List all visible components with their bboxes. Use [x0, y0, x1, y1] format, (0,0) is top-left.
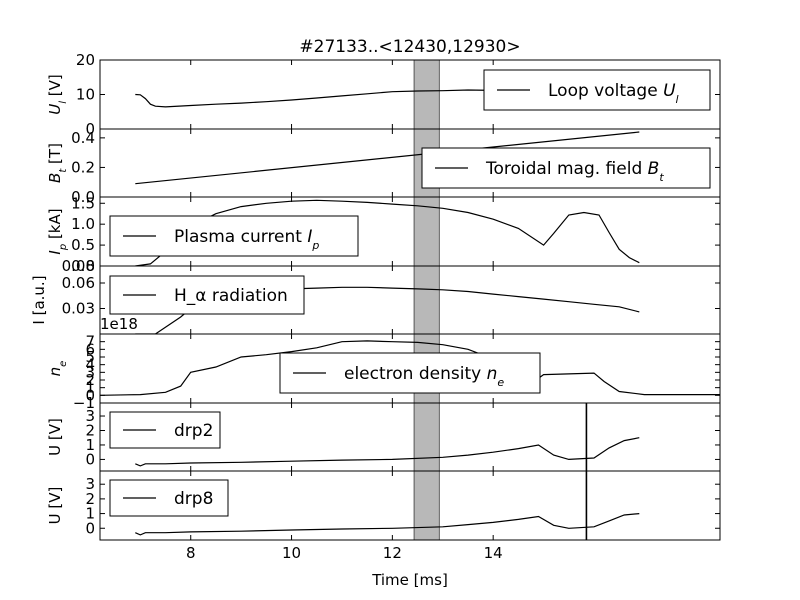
legend-label-7: drp8 — [174, 489, 213, 509]
y-tick-label-1-2: 10 — [76, 86, 95, 104]
y-tick-label-7-2: 1 — [85, 505, 95, 523]
y-tick-label-3-2: 0.5 — [71, 236, 95, 254]
y-tick-label-4-3: 0.08 — [62, 257, 95, 275]
y-axis-label-2: Bt [T] — [46, 143, 69, 183]
legend-box-2 — [421, 147, 711, 189]
y-tick-label-3-1: 0.0 — [71, 257, 95, 275]
panel-frame-7 — [99, 470, 721, 541]
legend-label-6: drp2 — [174, 421, 213, 441]
y-tick-label-5-9: 7 — [85, 333, 95, 351]
y-tick-label-6-1: 0 — [85, 450, 95, 468]
highlight-band — [414, 60, 440, 540]
y-tick-label-1-1: 0 — [85, 120, 95, 138]
y-axis-label-3: Ip [kA] — [46, 208, 69, 254]
y-tick-label-3-3: 1.0 — [71, 215, 95, 233]
y-tick-label-7-1: 0 — [85, 519, 95, 537]
x-tick-label-1: 8 — [186, 544, 196, 562]
x-axis-label: Time [ms] — [371, 571, 448, 589]
y-tick-label-2-1: 0.0 — [71, 188, 95, 206]
y-tick-label-4-2: 0.06 — [62, 274, 95, 292]
x-tick-label-3: 12 — [383, 544, 402, 562]
y-tick-label-6-4: 3 — [85, 407, 95, 425]
y-tick-label-5-8: 6 — [85, 340, 95, 358]
y-axis-label-5: ne — [46, 361, 69, 377]
series-line-2-1 — [135, 131, 640, 185]
x-tick-label-4: 14 — [484, 544, 503, 562]
y-tick-label-5-5: 3 — [85, 363, 95, 381]
y-tick-label-6-2: 1 — [85, 436, 95, 454]
y-tick-label-3-4: 1.5 — [71, 194, 95, 212]
y-axis-label-1: Ul [V] — [46, 74, 69, 115]
figure-title: #27133..<12430,12930> — [299, 37, 520, 57]
y-axis-label-7: U [V] — [46, 487, 64, 525]
series-line-5-1 — [100, 340, 720, 396]
y-axis-label-6: U [V] — [46, 418, 64, 456]
series-line-7-1 — [135, 513, 640, 536]
y-tick-label-7-4: 3 — [85, 475, 95, 493]
y-tick-label-2-2: 0.2 — [71, 158, 95, 176]
y-tick-label-4-1: 0.03 — [62, 300, 95, 318]
legend-label-4: H_α radiation — [174, 286, 288, 306]
series-line-3-1 — [135, 199, 640, 266]
y-tick-label-5-6: 4 — [85, 356, 95, 374]
y-tick-label-7-3: 2 — [85, 490, 95, 508]
y-tick-label-2-3: 0.4 — [71, 129, 95, 147]
series-line-6-1 — [135, 437, 640, 467]
y-tick-label-5-4: 2 — [85, 371, 95, 389]
y-exponent-label-5: 1e18 — [100, 315, 138, 333]
y-tick-label-5-2: 0 — [85, 386, 95, 404]
y-tick-label-5-3: 1 — [85, 379, 95, 397]
y-tick-label-6-3: 2 — [85, 421, 95, 439]
y-axis-label-4: I [a.u.] — [30, 275, 48, 324]
y-tick-label-5-7: 5 — [85, 348, 95, 366]
y-tick-label-5-1: −1 — [73, 394, 95, 412]
x-tick-label-2: 10 — [282, 544, 301, 562]
y-tick-label-1-3: 20 — [76, 51, 95, 69]
panel-4: 0.03 0.060.08 H_α radiation I [a.u.] — [30, 257, 721, 335]
legend-box-1 — [483, 69, 711, 111]
